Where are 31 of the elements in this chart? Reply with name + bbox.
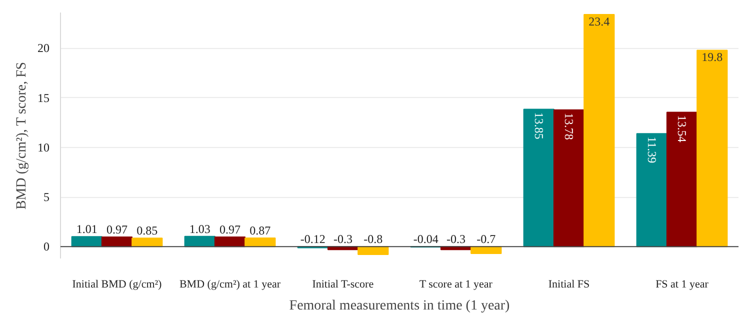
data-label: 0.85 bbox=[136, 224, 158, 238]
y-tick-label: 10 bbox=[38, 140, 50, 154]
data-label: -0.12 bbox=[300, 232, 326, 246]
data-label: 0.87 bbox=[250, 223, 271, 238]
y-tick-label: 20 bbox=[38, 41, 50, 56]
data-label: 1.03 bbox=[189, 222, 210, 236]
x-axis-title: Femoral measurements in time (1 year) bbox=[289, 298, 510, 314]
data-label: 0.97 bbox=[220, 222, 240, 237]
x-tick-label: BMD (g/cm²) at 1 year bbox=[179, 278, 281, 290]
y-axis-title: BMD (g/cm²), T score, FS bbox=[14, 62, 30, 210]
data-label: 19.8 bbox=[702, 50, 723, 64]
data-label: -0.8 bbox=[364, 232, 383, 246]
data-label: 0.97 bbox=[106, 222, 128, 237]
data-label: -0.3 bbox=[334, 232, 352, 246]
data-label: 1.01 bbox=[76, 222, 98, 236]
data-label: -0.7 bbox=[476, 232, 496, 246]
data-label: 11.39 bbox=[644, 136, 659, 164]
data-label: -0.3 bbox=[446, 232, 466, 246]
y-tick-label: 0 bbox=[44, 240, 50, 254]
x-tick-label: Initial T-score bbox=[312, 278, 374, 290]
y-tick-label: 15 bbox=[38, 90, 50, 105]
data-label: 13.54 bbox=[675, 115, 689, 142]
data-label: 13.85 bbox=[532, 112, 546, 140]
x-tick-label: Initial BMD (g/cm²) bbox=[72, 278, 162, 290]
y-tick-label: 5 bbox=[44, 190, 50, 204]
data-label: 23.4 bbox=[588, 14, 610, 28]
data-label: -0.04 bbox=[413, 232, 438, 246]
x-tick-label: T score at 1 year bbox=[419, 278, 493, 290]
x-tick-label: Initial FS bbox=[548, 278, 590, 290]
x-tick-label: FS at 1 year bbox=[656, 278, 709, 290]
data-label: 13.78 bbox=[562, 112, 576, 140]
